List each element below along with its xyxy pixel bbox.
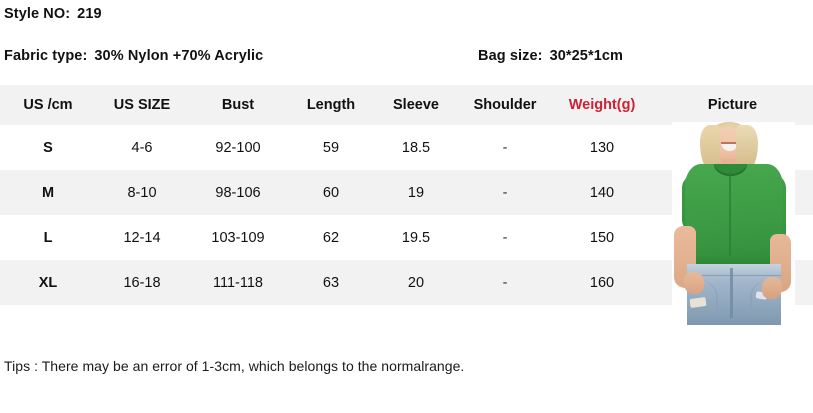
cell-shoulder: - <box>502 184 508 201</box>
cell-bust: 103-109 <box>211 229 265 246</box>
cell-us-size: 4-6 <box>131 139 153 156</box>
bag-size-value: 30*25*1cm <box>549 48 624 64</box>
column-header-shoulder: Shoulder <box>473 97 537 113</box>
fabric-type-value: 30% Nylon +70% Acrylic <box>94 48 264 64</box>
cell-shoulder: - <box>502 229 508 246</box>
cell-length: 63 <box>322 274 340 291</box>
style-number-label: Style NO: <box>4 6 71 22</box>
garment-collar <box>714 164 747 176</box>
cell-size: S <box>43 139 53 156</box>
product-meta-block: Style NO: 219 Fabric type: 30% Nylon +70% … <box>0 0 813 85</box>
product-photo <box>672 122 795 325</box>
bag-size-line: Bag size: 30*25*1cm <box>478 48 623 64</box>
fabric-type-line: Fabric type: 30% Nylon +70% Acrylic <box>4 48 263 64</box>
style-number-line: Style NO: 219 <box>4 6 102 22</box>
cell-weight: 130 <box>589 139 615 156</box>
cell-bust: 111-118 <box>213 274 263 291</box>
product-photo-illustration <box>672 122 795 325</box>
garment-center-seam <box>729 172 731 268</box>
column-header-weight: Weight(g) <box>568 97 636 113</box>
cell-sleeve: 20 <box>407 274 425 291</box>
fabric-type-label: Fabric type: <box>4 48 88 64</box>
cell-sleeve: 19.5 <box>401 229 431 246</box>
model-hair-left <box>700 125 720 169</box>
jeans-fly <box>730 268 733 318</box>
cell-bust: 98-106 <box>215 184 261 201</box>
column-header-picture: Picture <box>707 97 758 113</box>
jeans-pocket-left <box>692 280 718 314</box>
size-chart-header: US /cm US SIZE Bust Length Sleeve Should… <box>0 85 813 125</box>
cell-size: L <box>43 229 53 246</box>
cell-size: M <box>41 184 55 201</box>
column-header-bust: Bust <box>221 97 255 113</box>
column-header-length: Length <box>306 97 356 113</box>
model-hair-right <box>736 125 758 170</box>
model-hand-left <box>684 272 704 294</box>
cell-us-size: 8-10 <box>127 184 157 201</box>
cell-sleeve: 18.5 <box>401 139 431 156</box>
cell-us-size: 16-18 <box>123 274 161 291</box>
bag-size-label: Bag size: <box>478 48 543 64</box>
cell-us-size: 12-14 <box>123 229 161 246</box>
cell-shoulder: - <box>502 139 508 156</box>
cell-shoulder: - <box>502 274 508 291</box>
cell-length: 59 <box>322 139 340 156</box>
column-header-sleeve: Sleeve <box>393 97 439 113</box>
model-smile <box>721 142 738 151</box>
cell-weight: 160 <box>589 274 615 291</box>
cell-bust: 92-100 <box>215 139 261 156</box>
column-header-us-size: US SIZE <box>113 97 171 113</box>
jeans-pocket-right <box>750 280 776 314</box>
cell-weight: 140 <box>589 184 615 201</box>
cell-sleeve: 19 <box>407 184 425 201</box>
jeans-waistband <box>687 264 781 276</box>
tips-note: Tips : There may be an error of 1-3cm, w… <box>4 358 465 374</box>
cell-weight: 150 <box>589 229 615 246</box>
header-row: US /cm US SIZE Bust Length Sleeve Should… <box>0 85 813 125</box>
cell-size: XL <box>38 274 58 291</box>
style-number-value: 219 <box>77 6 102 22</box>
garment-green-knit-top <box>685 164 783 268</box>
cell-length: 62 <box>322 229 340 246</box>
cell-length: 60 <box>322 184 340 201</box>
model-hand-right <box>762 277 782 299</box>
column-header-us-cm: US /cm <box>23 97 73 113</box>
